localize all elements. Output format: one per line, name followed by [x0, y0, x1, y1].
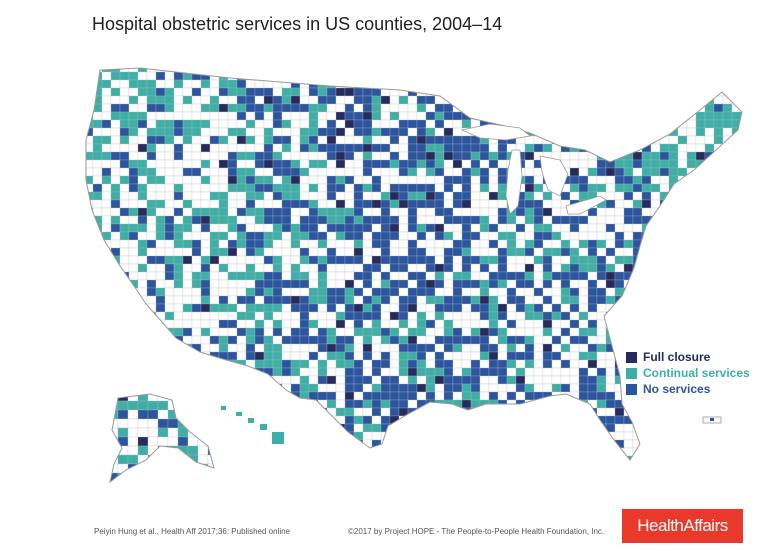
- legend-label-full-closure: Full closure: [643, 350, 711, 364]
- us-county-cells: [86, 68, 742, 460]
- us-outline: [85, 67, 743, 461]
- legend-item-no-services: No services: [626, 381, 750, 397]
- copyright-text: ©2017 by Project HOPE - The People-to-Pe…: [348, 527, 605, 536]
- puerto-rico: [702, 416, 722, 424]
- hawaii-islands: [221, 406, 284, 444]
- health-affairs-logo: HealthAffairs: [622, 509, 743, 543]
- citation-text: Peiyin Hung et al., Health Aff 2017;36: …: [94, 527, 290, 536]
- alaska-outline: [109, 393, 215, 484]
- legend-swatch-continual-services: [626, 367, 637, 379]
- map-legend: Full closure Continual services No servi…: [626, 349, 750, 397]
- lake-superior: [460, 123, 531, 141]
- legend-label-no-services: No services: [643, 382, 711, 396]
- lake-erie: [565, 195, 607, 215]
- map-title: Hospital obstetric services in US counti…: [92, 14, 503, 34]
- legend-item-continual-services: Continual services: [626, 365, 750, 381]
- lake-michigan: [505, 149, 523, 215]
- legend-swatch-no-services: [626, 383, 637, 395]
- legend-item-full-closure: Full closure: [626, 349, 750, 365]
- legend-label-continual-services: Continual services: [643, 366, 750, 380]
- lake-huron: [539, 155, 569, 197]
- legend-swatch-full-closure: [626, 351, 637, 363]
